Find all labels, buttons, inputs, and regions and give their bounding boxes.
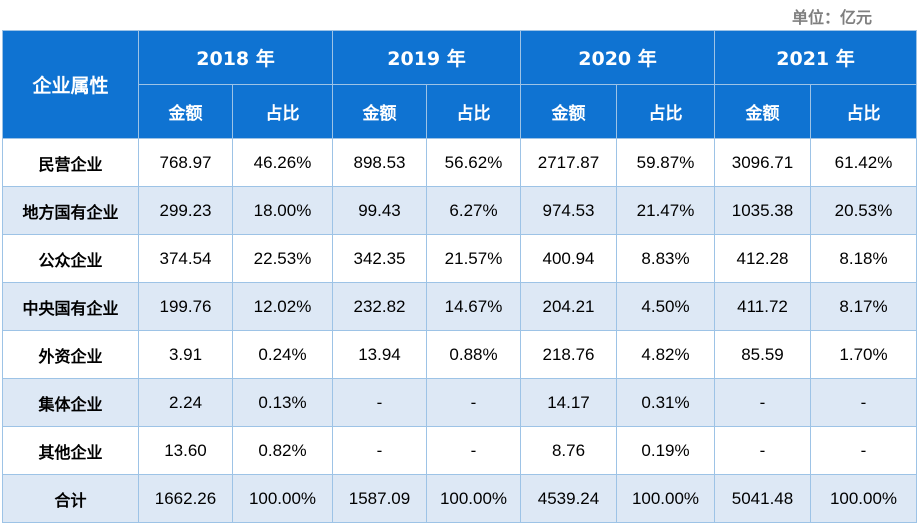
table-row: 中央国有企业 199.76 12.02% 232.82 14.67% 204.21 4.50… bbox=[2, 282, 917, 331]
amount-cell: 218.76 bbox=[520, 330, 617, 379]
table-row: 民营企业 768.97 46.26% 898.53 56.62% 2717.87 59.87… bbox=[2, 138, 917, 187]
table-row: 外资企业 3.91 0.24% 13.94 0.88% 218.76 4.82% 85.59 1… bbox=[2, 330, 917, 379]
share-header: 占比 bbox=[810, 84, 917, 139]
enterprise-attribute-table: 企业属性 2018 年 2019 年 2020 年 2021 年 金额 占比 金… bbox=[2, 30, 917, 523]
row-category: 外资企业 bbox=[2, 330, 139, 379]
row-category: 其他企业 bbox=[2, 426, 139, 475]
share-cell: 0.82% bbox=[232, 426, 333, 475]
amount-cell: 898.53 bbox=[332, 138, 427, 187]
row-category: 合计 bbox=[2, 474, 139, 523]
share-cell: 8.17% bbox=[810, 282, 917, 331]
amount-cell: 2717.87 bbox=[520, 138, 617, 187]
share-cell: 100.00% bbox=[810, 474, 917, 523]
table-row: 合计 1662.26 100.00% 1587.09 100.00% 4539.24 100… bbox=[2, 474, 917, 523]
share-cell: 4.82% bbox=[616, 330, 715, 379]
table-row: 其他企业 13.60 0.82% - -8.76 0.19% - - bbox=[2, 426, 917, 475]
amount-cell: 1587.09 bbox=[332, 474, 427, 523]
amount-cell: 8.76 bbox=[520, 426, 617, 475]
share-cell: 1.70% bbox=[810, 330, 917, 379]
share-cell: - bbox=[426, 426, 521, 475]
share-cell: 6.27% bbox=[426, 186, 521, 235]
amount-cell: 1035.38 bbox=[714, 186, 811, 235]
amount-cell: 974.53 bbox=[520, 186, 617, 235]
amount-cell: 4539.24 bbox=[520, 474, 617, 523]
amount-cell: 2.24 bbox=[138, 378, 233, 427]
share-cell: 0.88% bbox=[426, 330, 521, 379]
share-cell: 22.53% bbox=[232, 234, 333, 283]
share-cell: 21.47% bbox=[616, 186, 715, 235]
amount-cell: 14.17 bbox=[520, 378, 617, 427]
amount-cell: - bbox=[714, 426, 811, 475]
amount-cell: 3096.71 bbox=[714, 138, 811, 187]
share-cell: 14.67% bbox=[426, 282, 521, 331]
amount-cell: 411.72 bbox=[714, 282, 811, 331]
row-category: 地方国有企业 bbox=[2, 186, 139, 235]
share-cell: - bbox=[426, 378, 521, 427]
amount-header: 金额 bbox=[714, 84, 811, 139]
amount-header: 金额 bbox=[520, 84, 617, 139]
row-category: 中央国有企业 bbox=[2, 282, 139, 331]
share-cell: 100.00% bbox=[616, 474, 715, 523]
share-cell: 8.18% bbox=[810, 234, 917, 283]
row-category: 民营企业 bbox=[2, 138, 139, 187]
year-header: 2018 年 bbox=[138, 30, 333, 85]
share-header: 占比 bbox=[232, 84, 333, 139]
corner-header: 企业属性 bbox=[2, 30, 139, 139]
share-cell: 12.02% bbox=[232, 282, 333, 331]
amount-cell: 85.59 bbox=[714, 330, 811, 379]
share-cell: 100.00% bbox=[232, 474, 333, 523]
amount-cell: 5041.48 bbox=[714, 474, 811, 523]
amount-cell: 199.76 bbox=[138, 282, 233, 331]
amount-cell: 99.43 bbox=[332, 186, 427, 235]
row-category: 集体企业 bbox=[2, 378, 139, 427]
amount-cell: 768.97 bbox=[138, 138, 233, 187]
year-header: 2019 年 bbox=[332, 30, 521, 85]
amount-cell: - bbox=[332, 378, 427, 427]
amount-header: 金额 bbox=[332, 84, 427, 139]
share-cell: 4.50% bbox=[616, 282, 715, 331]
amount-cell: 204.21 bbox=[520, 282, 617, 331]
share-cell: 0.13% bbox=[232, 378, 333, 427]
share-cell: - bbox=[810, 378, 917, 427]
amount-cell: 374.54 bbox=[138, 234, 233, 283]
year-header: 2020 年 bbox=[520, 30, 715, 85]
share-cell: 8.83% bbox=[616, 234, 715, 283]
share-cell: 56.62% bbox=[426, 138, 521, 187]
table-row: 地方国有企业 299.23 18.00% 99.43 6.27% 974.53 21.47%… bbox=[2, 186, 917, 235]
share-header: 占比 bbox=[616, 84, 715, 139]
amount-cell: 232.82 bbox=[332, 282, 427, 331]
share-header: 占比 bbox=[426, 84, 521, 139]
share-cell: 18.00% bbox=[232, 186, 333, 235]
share-cell: 59.87% bbox=[616, 138, 715, 187]
amount-cell: 400.94 bbox=[520, 234, 617, 283]
share-cell: 21.57% bbox=[426, 234, 521, 283]
share-cell: 0.19% bbox=[616, 426, 715, 475]
unit-label: 单位：亿元 bbox=[791, 8, 872, 27]
amount-cell: 1662.26 bbox=[138, 474, 233, 523]
amount-cell: 412.28 bbox=[714, 234, 811, 283]
amount-cell: - bbox=[332, 426, 427, 475]
amount-cell: 13.94 bbox=[332, 330, 427, 379]
amount-cell: 342.35 bbox=[332, 234, 427, 283]
share-cell: 0.31% bbox=[616, 378, 715, 427]
amount-cell: 13.60 bbox=[138, 426, 233, 475]
amount-header: 金额 bbox=[138, 84, 233, 139]
year-header: 2021 年 bbox=[714, 30, 917, 85]
header-row-years: 企业属性 2018 年 2019 年 2020 年 2021 年 bbox=[2, 30, 917, 139]
share-cell: 0.24% bbox=[232, 330, 333, 379]
share-cell: 61.42% bbox=[810, 138, 917, 187]
header-row-sub: 金额 占比 金额 占比 金额 占比 金额 占比 bbox=[3, 84, 917, 139]
row-category: 公众企业 bbox=[2, 234, 139, 283]
amount-cell: - bbox=[714, 378, 811, 427]
table-row: 集体企业 2.24 0.13% - -14.17 0.31% - - bbox=[2, 378, 917, 427]
share-cell: - bbox=[810, 426, 917, 475]
share-cell: 46.26% bbox=[232, 138, 333, 187]
amount-cell: 299.23 bbox=[138, 186, 233, 235]
amount-cell: 3.91 bbox=[138, 330, 233, 379]
table-row: 公众企业 374.54 22.53% 342.35 21.57% 400.94 8.83% 4… bbox=[2, 234, 917, 283]
share-cell: 100.00% bbox=[426, 474, 521, 523]
share-cell: 20.53% bbox=[810, 186, 917, 235]
